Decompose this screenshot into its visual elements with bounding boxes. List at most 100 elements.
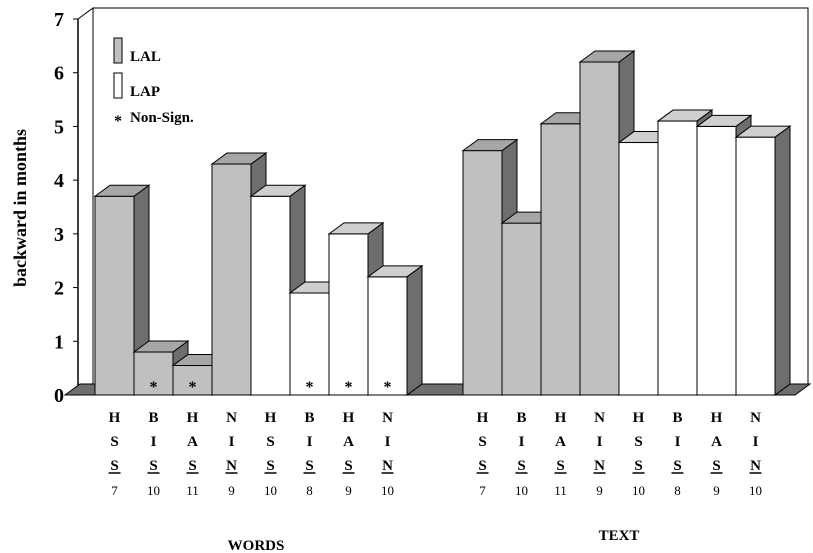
category-n: 11 [554,483,567,498]
category-letter: N [594,458,605,474]
y-tick-label: 4 [54,170,64,192]
category-n: 9 [345,483,352,498]
non-sign-marker: * [384,379,392,396]
legend-swatch-lap [113,72,123,99]
category-letter: B [516,410,526,426]
category-letter: A [187,434,198,450]
non-sign-marker: * [150,379,158,396]
category-letter: H [477,410,489,426]
category-letter: S [305,458,313,474]
bar-side [774,125,791,396]
category-letter: S [556,458,564,474]
category-letter: S [110,458,118,474]
y-tick-label: 6 [54,63,64,85]
category-letter: H [555,410,567,426]
y-tick-label: 2 [54,278,64,300]
category-letter: S [712,458,720,474]
bar [696,125,737,396]
bar-top [656,109,714,122]
bar [501,222,542,396]
legend-star-icon: * [114,113,122,130]
category-letter: B [672,410,682,426]
category-n: 10 [632,483,645,498]
category-letter: S [478,458,486,474]
bar-top [734,125,792,138]
category-letter: B [304,410,314,426]
category-n: 8 [306,483,313,498]
category-letter: S [673,458,681,474]
category-letter: I [753,434,759,450]
category-letter: S [266,434,274,450]
bar-top [695,114,753,127]
category-letter: N [382,458,393,474]
category-letter: N [382,410,393,426]
category-n: 10 [264,483,277,498]
bar [579,61,620,396]
category-letter: A [555,434,566,450]
bar-top [461,139,519,152]
bar [462,150,503,396]
y-axis-label: backward in months [10,129,30,287]
bar-top [366,265,424,278]
category-letter: H [187,410,199,426]
category-n: 7 [479,483,486,498]
bar [657,120,698,396]
category-letter: I [597,434,603,450]
category-letter: S [634,458,642,474]
category-letter: I [151,434,157,450]
category-letter: I [229,434,235,450]
bar [172,364,213,396]
bar [211,163,252,396]
category-letter: S [110,434,118,450]
y-tick-label: 7 [54,9,64,31]
bar [133,351,174,396]
category-letter: S [188,458,196,474]
category-letter: N [594,410,605,426]
category-letter: I [385,434,391,450]
non-sign-marker: * [189,379,197,396]
category-n: 7 [111,483,118,498]
category-n: 10 [381,483,394,498]
bar-top [327,222,385,235]
bar [618,142,659,396]
bar [328,233,369,396]
category-letter: N [226,458,237,474]
non-sign-marker: * [306,379,314,396]
category-letter: S [266,458,274,474]
legend-label-lap: LAP [130,84,160,100]
bar-top [578,50,636,63]
category-n: 10 [749,483,762,498]
y-tick-label: 0 [54,385,64,407]
category-letter: I [519,434,525,450]
category-letter: S [344,458,352,474]
category-letter: N [750,410,761,426]
category-letter: N [226,410,237,426]
category-letter: H [633,410,645,426]
category-n: 10 [515,483,528,498]
category-letter: I [307,434,313,450]
category-letter: A [343,434,354,450]
category-n: 9 [228,483,235,498]
group-label: WORDS [228,538,285,553]
category-letter: B [148,410,158,426]
y-tick-label: 5 [54,116,64,138]
category-n: 8 [674,483,681,498]
category-letter: A [711,434,722,450]
bar [250,195,291,396]
bar [94,195,135,396]
bar [540,123,581,396]
category-letter: S [149,458,157,474]
category-letter: S [634,434,642,450]
category-letter: H [109,410,121,426]
bar-top [249,184,307,197]
legend-label-nonsign: Non-Sign. [130,110,194,126]
bar [735,136,776,396]
y-tick-label: 3 [54,224,64,246]
category-letter: H [711,410,723,426]
legend-swatch-lal [113,37,123,64]
bar-top [93,184,151,197]
category-letter: N [750,458,761,474]
bar-top [210,152,268,165]
